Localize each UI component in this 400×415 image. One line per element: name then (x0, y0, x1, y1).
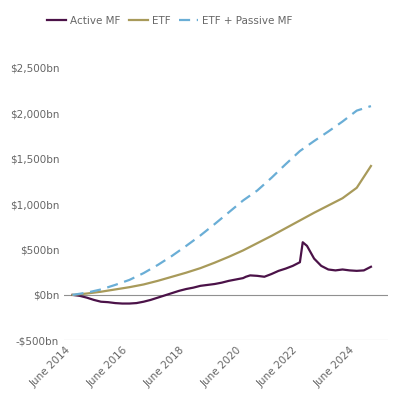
Legend: Active MF, ETF, ETF + Passive MF: Active MF, ETF, ETF + Passive MF (43, 12, 296, 30)
